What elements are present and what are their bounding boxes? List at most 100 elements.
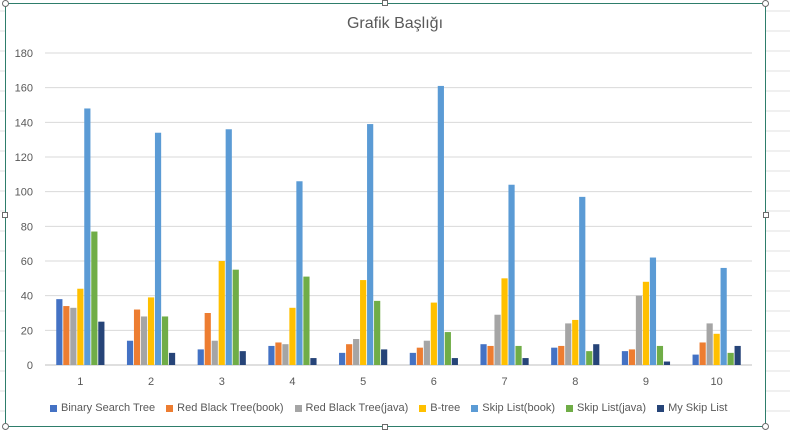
x-tick-label: 5 (360, 376, 366, 388)
legend-item[interactable]: Skip List(book) (471, 402, 555, 414)
bar[interactable] (579, 196, 586, 365)
bar[interactable] (218, 261, 225, 365)
bar[interactable] (147, 297, 155, 365)
bar[interactable] (699, 342, 706, 365)
resize-handle-top-left[interactable] (2, 0, 9, 7)
bar[interactable] (656, 345, 664, 365)
bar[interactable] (232, 269, 239, 365)
resize-handle-top-right[interactable] (762, 0, 769, 7)
bar[interactable] (586, 351, 593, 365)
resize-handle-middle-left[interactable] (2, 212, 8, 218)
legend-swatch (419, 404, 427, 412)
bar[interactable] (487, 345, 494, 365)
bar[interactable] (225, 129, 232, 365)
x-tick-label: 6 (431, 376, 437, 388)
bar[interactable] (416, 347, 423, 365)
bar[interactable] (239, 351, 246, 365)
x-tick-label: 9 (643, 376, 649, 388)
bar[interactable] (734, 345, 741, 365)
bar[interactable] (91, 231, 98, 365)
legend-label: Red Black Tree(java) (305, 402, 409, 414)
bar[interactable] (374, 300, 381, 365)
bar[interactable] (522, 358, 529, 365)
legend-item[interactable]: My Skip List (657, 402, 727, 414)
bar[interactable] (70, 307, 77, 365)
bar[interactable] (713, 333, 720, 365)
bar[interactable] (642, 281, 650, 365)
legend-item[interactable]: Binary Search Tree (50, 402, 155, 414)
bar[interactable] (628, 349, 636, 365)
bar[interactable] (161, 316, 169, 365)
bar[interactable] (154, 132, 162, 365)
bar[interactable] (727, 352, 734, 365)
bar[interactable] (296, 181, 303, 365)
chart-title[interactable]: Grafik Başlığı (346, 15, 444, 32)
bar[interactable] (339, 352, 346, 365)
bar[interactable] (565, 323, 572, 365)
x-tick-label: 7 (501, 376, 507, 388)
bar[interactable] (494, 314, 501, 365)
bar[interactable] (423, 340, 430, 365)
legend-swatch (657, 404, 665, 412)
legend[interactable]: Binary Search Tree Red Black Tree(book) Re… (50, 400, 750, 416)
y-tick-label: 80 (21, 221, 33, 233)
bar[interactable] (572, 319, 579, 365)
bar[interactable] (282, 344, 289, 365)
legend-item[interactable]: Red Black Tree(java) (294, 402, 409, 414)
bar[interactable] (353, 339, 360, 365)
bar[interactable] (140, 316, 148, 365)
bar[interactable] (635, 295, 643, 365)
legend-label: Binary Search Tree (61, 402, 156, 414)
resize-handle-middle-right[interactable] (763, 212, 769, 218)
bar[interactable] (275, 342, 282, 365)
bar[interactable] (430, 302, 437, 365)
x-tick-label: 2 (148, 376, 154, 388)
bar[interactable] (204, 313, 211, 365)
bar[interactable] (692, 354, 699, 365)
bar[interactable] (515, 345, 522, 365)
y-tick-label: 100 (15, 187, 33, 199)
bar[interactable] (168, 352, 176, 365)
resize-handle-top-middle[interactable] (382, 0, 388, 6)
bar[interactable] (289, 307, 296, 365)
bar[interactable] (56, 299, 63, 365)
x-tick-label: 10 (711, 376, 723, 388)
bar[interactable] (621, 351, 629, 365)
bar[interactable] (211, 340, 218, 365)
bar[interactable] (501, 278, 508, 365)
bar[interactable] (346, 344, 353, 365)
bar[interactable] (451, 358, 458, 365)
bar[interactable] (310, 358, 317, 365)
legend-swatch (166, 404, 174, 412)
bar[interactable] (367, 124, 374, 365)
bar[interactable] (649, 257, 657, 365)
bar[interactable] (444, 332, 451, 365)
bar[interactable] (706, 323, 713, 365)
bar[interactable] (409, 352, 416, 365)
legend-item[interactable]: B-tree (419, 402, 460, 414)
bar[interactable] (551, 347, 558, 365)
bar[interactable] (593, 344, 600, 365)
bar[interactable] (77, 288, 84, 365)
bar[interactable] (558, 345, 565, 365)
bar[interactable] (480, 344, 487, 365)
legend-label: Red Black Tree(book) (177, 402, 284, 414)
bar[interactable] (84, 108, 91, 365)
bar[interactable] (663, 361, 671, 365)
bar[interactable] (63, 306, 70, 365)
bar[interactable] (437, 85, 444, 365)
legend-item[interactable]: Skip List(java) (566, 402, 646, 414)
legend-swatch (566, 404, 573, 412)
bar[interactable] (268, 345, 275, 365)
bar[interactable] (381, 349, 388, 365)
bar[interactable] (720, 267, 727, 365)
bar[interactable] (98, 321, 105, 365)
bar[interactable] (126, 340, 134, 365)
bar[interactable] (360, 280, 367, 365)
bar[interactable] (303, 276, 310, 365)
bar[interactable] (197, 349, 204, 365)
legend-item[interactable]: Red Black Tree(book) (166, 402, 284, 414)
bar[interactable] (133, 309, 141, 365)
bar[interactable] (508, 184, 515, 365)
